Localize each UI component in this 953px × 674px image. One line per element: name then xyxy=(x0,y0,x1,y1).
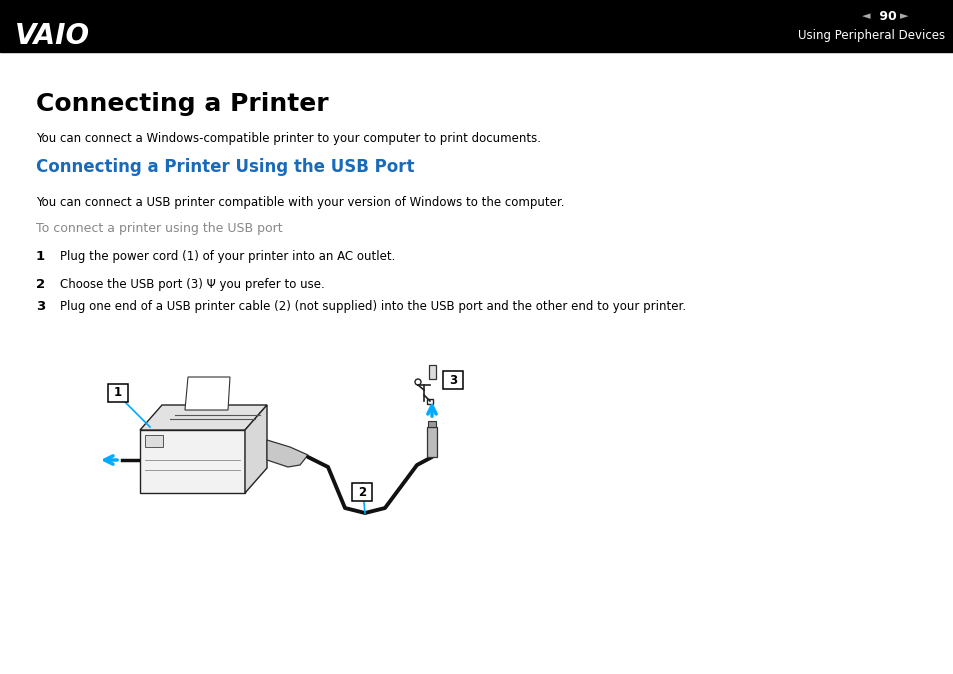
Polygon shape xyxy=(185,377,230,410)
Polygon shape xyxy=(140,405,267,430)
Text: Plug the power cord (1) of your printer into an AC outlet.: Plug the power cord (1) of your printer … xyxy=(60,250,395,263)
Text: Connecting a Printer: Connecting a Printer xyxy=(36,92,328,116)
Text: You can connect a USB printer compatible with your version of Windows to the com: You can connect a USB printer compatible… xyxy=(36,196,564,209)
Text: 1: 1 xyxy=(36,250,45,263)
Polygon shape xyxy=(245,405,267,493)
Text: ◄: ◄ xyxy=(862,11,869,21)
Text: Plug one end of a USB printer cable (2) (not supplied) into the USB port and the: Plug one end of a USB printer cable (2) … xyxy=(60,300,685,313)
Polygon shape xyxy=(140,430,245,493)
Text: 2: 2 xyxy=(36,278,45,291)
Bar xyxy=(108,384,128,402)
Text: 90: 90 xyxy=(874,9,901,22)
Bar xyxy=(0,0,953,52)
Text: Choose the USB port (3) Ψ you prefer to use.: Choose the USB port (3) Ψ you prefer to … xyxy=(60,278,324,291)
Bar xyxy=(427,399,433,404)
Text: 2: 2 xyxy=(357,485,366,499)
Text: You can connect a Windows-compatible printer to your computer to print documents: You can connect a Windows-compatible pri… xyxy=(36,132,540,145)
Text: 1: 1 xyxy=(113,386,122,400)
Text: 3: 3 xyxy=(449,373,456,386)
Text: 3: 3 xyxy=(36,300,45,313)
Bar xyxy=(428,421,436,427)
Bar xyxy=(442,371,462,389)
Text: To connect a printer using the USB port: To connect a printer using the USB port xyxy=(36,222,282,235)
Text: ►: ► xyxy=(899,11,907,21)
Bar xyxy=(427,427,436,457)
Text: Connecting a Printer Using the USB Port: Connecting a Printer Using the USB Port xyxy=(36,158,414,176)
Bar xyxy=(145,435,163,447)
Bar xyxy=(352,483,372,501)
Polygon shape xyxy=(267,440,308,467)
Text: Using Peripheral Devices: Using Peripheral Devices xyxy=(797,30,944,42)
Text: VAIO: VAIO xyxy=(15,22,90,50)
Bar xyxy=(429,365,436,379)
